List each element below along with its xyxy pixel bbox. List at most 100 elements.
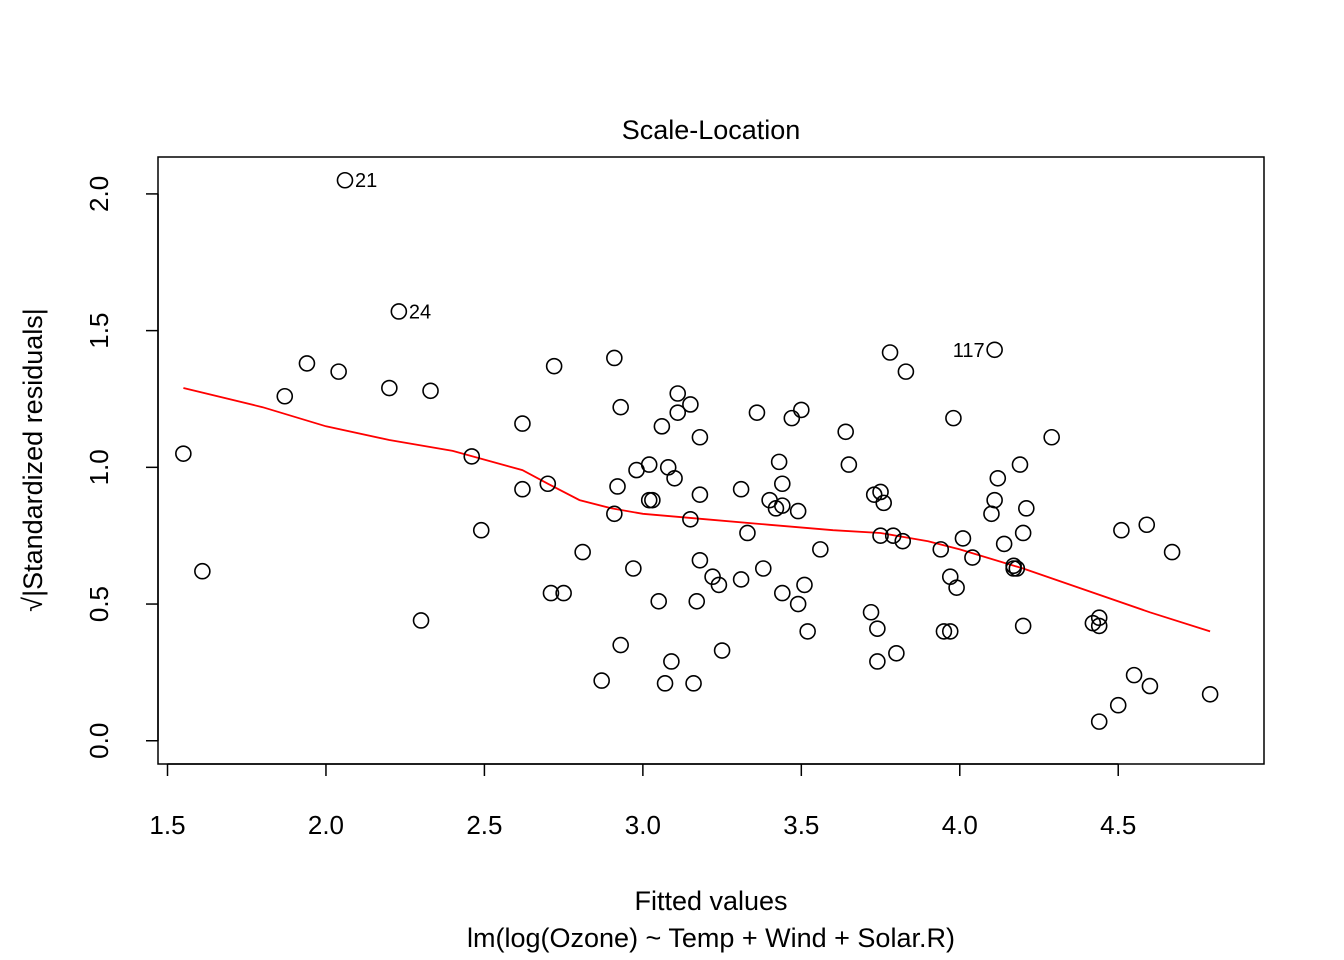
residual-point: [682, 396, 699, 413]
residual-point: [869, 653, 886, 670]
chart-title: Scale-Location: [622, 115, 801, 145]
residual-point: [644, 491, 661, 509]
residual-point: [194, 562, 211, 580]
x-tick-label: 3.5: [783, 810, 819, 840]
residual-point: [789, 502, 807, 520]
residual-point: [539, 475, 557, 493]
residual-point: [983, 505, 1000, 523]
y-tick-label: 1.0: [84, 449, 114, 485]
residual-point: [869, 620, 886, 637]
residual-point: [1008, 560, 1026, 577]
residual-point: [606, 505, 623, 523]
residual-point: [888, 644, 905, 662]
residual-point: [986, 491, 1003, 509]
residual-point: [894, 532, 912, 550]
residual-point: [691, 486, 709, 503]
residual-point: [606, 349, 623, 367]
outlier-label: 21: [355, 170, 377, 192]
residual-point: [732, 571, 750, 588]
residual-point: [774, 475, 791, 493]
residual-point: [872, 527, 889, 544]
residual-point: [793, 401, 810, 419]
outlier-labels: 21 24 117: [355, 170, 985, 362]
residual-point: [574, 543, 591, 561]
plot-frame: [157, 156, 1265, 765]
residual-point: [754, 560, 772, 577]
residual-point: [710, 576, 728, 594]
residual-point: [381, 379, 398, 397]
x-tick-label: 2.0: [308, 810, 344, 840]
residual-point: [1109, 696, 1127, 714]
residual-point: [941, 623, 959, 640]
residual-point: [774, 584, 791, 602]
residual-point: [1018, 500, 1035, 517]
residual-point: [685, 675, 702, 692]
residual-point: [1090, 609, 1108, 627]
residual-point: [640, 456, 658, 473]
residual-point: [555, 584, 572, 602]
residual-point: [682, 510, 699, 528]
residual-point: [412, 612, 430, 629]
residual-point: [796, 576, 813, 594]
residual-point: [669, 385, 687, 402]
residual-point: [964, 549, 981, 566]
residual-point: [175, 445, 192, 462]
residual-point: [989, 469, 1007, 487]
x-tick-label: 4.0: [942, 810, 978, 840]
residual-point: [1011, 456, 1029, 473]
residual-point: [1113, 521, 1130, 539]
residual-point: [1014, 524, 1032, 542]
residual-point: [945, 409, 962, 427]
residual-point: [609, 478, 626, 495]
x-axis-label: Fitted values: [634, 886, 787, 916]
residual-point: [298, 355, 316, 372]
residual-point: [935, 623, 953, 640]
y-axis-label: √|Standardized residuals|: [18, 308, 48, 612]
residual-point: [422, 382, 439, 400]
residual-point: [1125, 666, 1143, 684]
residual-point: [330, 363, 347, 380]
residual-point: [593, 672, 610, 689]
residual-point: [1005, 557, 1022, 575]
residual-point: [783, 409, 801, 427]
residual-point: [545, 357, 563, 375]
residual-point: [463, 448, 481, 465]
residual-point: [986, 341, 1003, 359]
residual-point: [1090, 713, 1108, 730]
residual-point: [713, 642, 731, 659]
x-tick-label: 2.5: [466, 810, 502, 840]
residual-point: [659, 459, 677, 476]
residual-point: [650, 593, 668, 610]
residual-point: [688, 593, 706, 610]
residual-point: [932, 541, 950, 558]
x-tick-label: 3.0: [625, 810, 661, 840]
residual-point: [542, 584, 560, 602]
residual-point: [472, 521, 490, 539]
residual-point: [872, 483, 889, 501]
smoother-line: [183, 387, 1211, 633]
residual-point: [799, 623, 816, 640]
residual-point: [739, 524, 756, 542]
residual-point: [336, 171, 354, 189]
residual-point: [663, 653, 680, 670]
residual-point: [612, 636, 629, 654]
residual-point: [276, 387, 294, 405]
y-tick-label: 2.0: [84, 176, 114, 212]
x-axis: 1.5 2.0 2.5 3.0 3.5 4.0 4.5: [149, 763, 1136, 840]
y-tick-label: 1.5: [84, 313, 114, 349]
x-tick-label: 1.5: [149, 810, 185, 840]
residual-point: [862, 603, 880, 621]
residual-point: [666, 469, 683, 487]
residual-points: [175, 171, 1219, 730]
x-tick-label: 4.5: [1100, 810, 1136, 840]
x-axis-sublabel: lm(log(Ozone) ~ Temp + Wind + Solar.R): [467, 923, 955, 953]
residual-point: [941, 568, 959, 586]
residual-point: [881, 344, 899, 361]
residual-point: [625, 560, 642, 577]
residual-point: [1138, 516, 1156, 534]
residual-point: [789, 595, 807, 613]
residual-point: [770, 453, 788, 471]
residual-point: [669, 404, 687, 421]
residual-point: [748, 404, 766, 421]
